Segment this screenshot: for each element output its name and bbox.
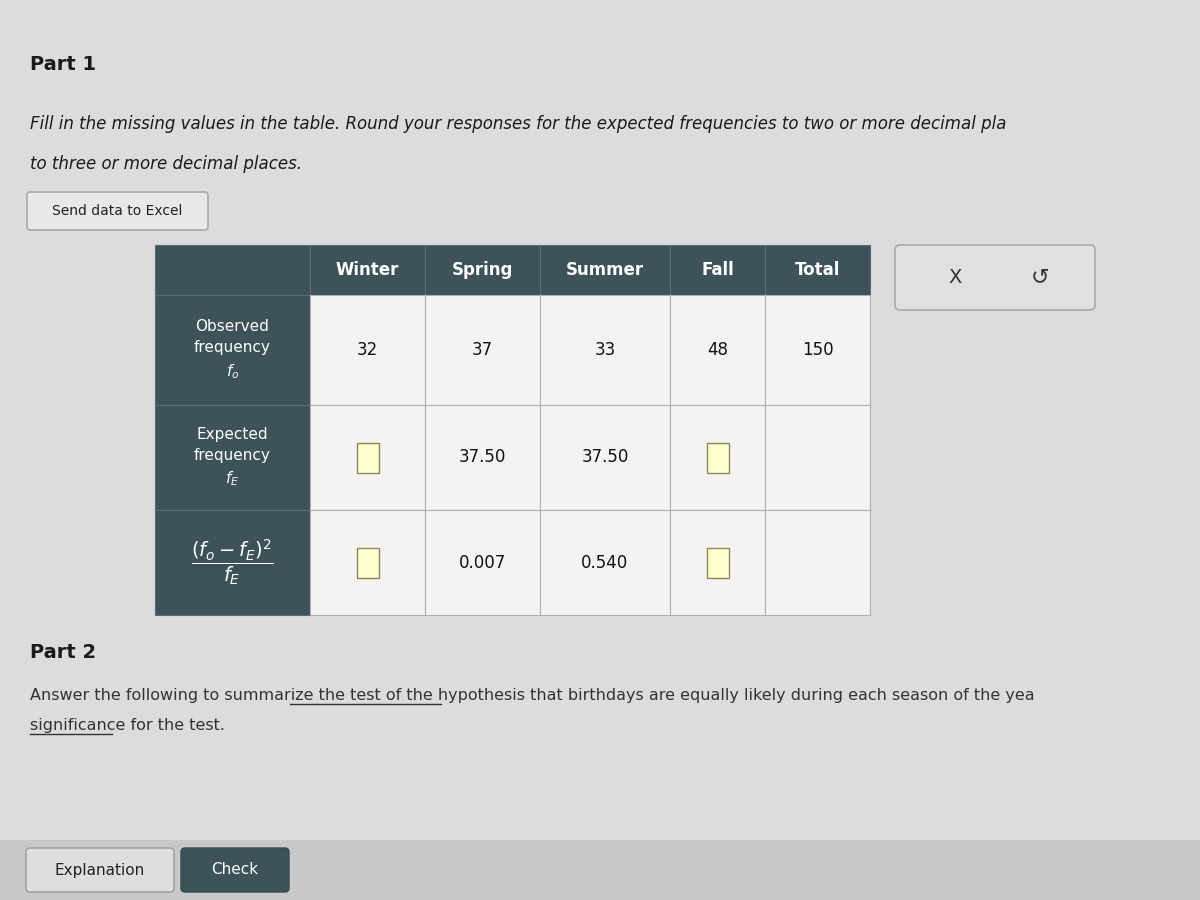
Bar — [540, 510, 670, 615]
Text: 48: 48 — [707, 341, 728, 359]
Bar — [670, 405, 766, 510]
Text: 0.540: 0.540 — [581, 554, 629, 572]
Bar — [670, 510, 766, 615]
FancyBboxPatch shape — [28, 192, 208, 230]
Text: Send data to Excel: Send data to Excel — [53, 204, 182, 218]
Text: X: X — [948, 268, 961, 287]
Text: Observed
frequency
$f_o$: Observed frequency $f_o$ — [194, 320, 271, 381]
Text: 0.007: 0.007 — [458, 554, 506, 572]
Bar — [707, 443, 728, 473]
Text: Fill in the missing values in the table. Round your responses for the expected f: Fill in the missing values in the table.… — [30, 115, 1007, 133]
Text: $\dfrac{(f_o-f_E)^2}{f_E}$: $\dfrac{(f_o-f_E)^2}{f_E}$ — [191, 537, 274, 588]
Bar — [310, 405, 425, 510]
Text: Answer the following to summarize the test of the hypothesis that birthdays are : Answer the following to summarize the te… — [30, 688, 1034, 703]
Bar — [356, 547, 378, 578]
Text: Winter: Winter — [336, 261, 400, 279]
Bar — [766, 295, 870, 405]
Bar — [155, 295, 310, 405]
Bar — [540, 405, 670, 510]
Text: Check: Check — [211, 862, 258, 878]
Text: 32: 32 — [356, 341, 378, 359]
Bar — [310, 245, 425, 295]
Bar — [425, 245, 540, 295]
FancyBboxPatch shape — [26, 848, 174, 892]
Text: to three or more decimal places.: to three or more decimal places. — [30, 155, 302, 173]
Bar — [425, 510, 540, 615]
Bar — [155, 245, 310, 295]
Text: Summer: Summer — [566, 261, 644, 279]
Bar — [766, 510, 870, 615]
Bar — [670, 295, 766, 405]
Text: Fall: Fall — [701, 261, 734, 279]
Text: Expected
frequency
$f_E$: Expected frequency $f_E$ — [194, 427, 271, 489]
Text: 37.50: 37.50 — [581, 448, 629, 466]
Bar — [707, 547, 728, 578]
FancyBboxPatch shape — [181, 848, 289, 892]
Bar — [155, 405, 310, 510]
Bar — [670, 245, 766, 295]
Bar — [425, 295, 540, 405]
Bar — [310, 510, 425, 615]
Bar — [356, 443, 378, 473]
Bar — [766, 405, 870, 510]
Bar — [540, 245, 670, 295]
Text: 150: 150 — [802, 341, 833, 359]
Bar — [155, 510, 310, 615]
Text: Explanation: Explanation — [55, 862, 145, 878]
Text: Spring: Spring — [452, 261, 514, 279]
Text: 37.50: 37.50 — [458, 448, 506, 466]
Text: Total: Total — [794, 261, 840, 279]
Text: 37: 37 — [472, 341, 493, 359]
Text: Part 1: Part 1 — [30, 55, 96, 74]
Bar — [0, 840, 1200, 900]
Bar — [425, 405, 540, 510]
Bar — [766, 245, 870, 295]
FancyBboxPatch shape — [895, 245, 1096, 310]
Text: Part 2: Part 2 — [30, 643, 96, 662]
Text: 33: 33 — [594, 341, 616, 359]
Text: significance for the test.: significance for the test. — [30, 718, 226, 733]
Text: ↺: ↺ — [1031, 267, 1049, 287]
Bar — [310, 295, 425, 405]
Bar — [540, 295, 670, 405]
